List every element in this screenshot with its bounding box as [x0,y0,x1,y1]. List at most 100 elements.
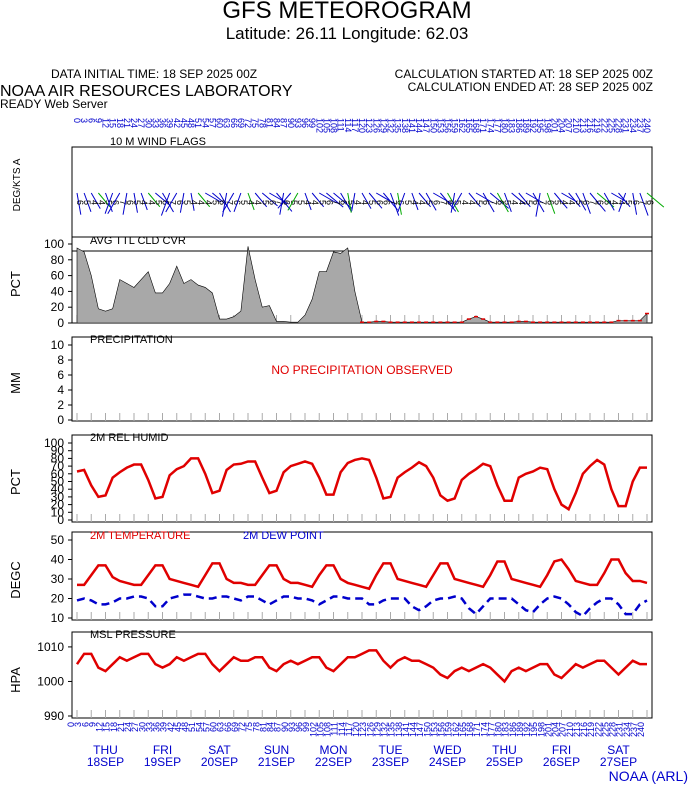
wind-speed-label: 4 [517,200,527,205]
bottom-hour-label: 132 [380,722,390,737]
top-hour-label: 159 [450,118,460,133]
bottom-hour-label: 54 [194,722,204,732]
bottom-hour-label: 3 [73,722,83,727]
bottom-hour-label: 81 [258,722,268,732]
wind-speed-label: 7 [389,200,399,205]
day-date-label: 22SEP [315,755,352,769]
wind-flag [333,192,353,209]
top-hour-label: 210 [571,118,581,133]
wind-speed-label: 4 [460,200,470,205]
top-hour-label: 198 [542,118,552,133]
top-hour-label: 21 [122,118,132,128]
precip-ytick-label: 8 [57,353,64,367]
bottom-hour-label: 168 [465,722,475,737]
day-of-week-label: SAT [208,743,231,757]
wind-flag [287,192,299,211]
rh-ytick-label: 90 [51,444,65,458]
wind-speed-label: 4 [310,200,320,205]
wind-speed-label: 6 [232,200,242,205]
bottom-hour-label: 18 [109,722,119,732]
wind-flag [589,192,606,212]
wind-speed-label: 7 [168,200,178,205]
wind-flag [390,192,400,216]
wind-flag [347,192,352,213]
wind-flag [197,192,211,208]
cloud-ytick-label: 20 [51,300,65,314]
top-hour-label: 111 [336,118,346,132]
bottom-hour-label: 60 [209,722,219,732]
bottom-hour-label: 57 [201,722,211,732]
bottom-hour-label: 75 [244,722,254,732]
rh-ytick-label: 10 [51,505,65,519]
wind-flag [482,192,495,213]
rh-ytick-label: 50 [51,475,65,489]
wind-speed-label: 4 [567,200,577,205]
wind-speed-label: 6 [111,200,121,205]
bottom-hour-label: 228 [608,722,618,737]
top-hour-label: 102 [314,118,324,133]
bottom-hour-label: 123 [358,722,368,737]
rh-ytick-label: 40 [51,482,65,496]
wind-speed-label: 7 [118,200,128,205]
wind-flag [452,192,463,209]
day-date-label: 20SEP [201,755,238,769]
wind-speed-label: 6 [595,200,605,205]
top-hour-label: 234 [628,118,638,133]
wind-speed-label: 5 [260,200,270,205]
wind-flag [368,192,383,209]
wind-speed-label: 4 [417,200,427,205]
bottom-hour-label: 126 [365,722,375,737]
top-hour-label: 183 [507,118,517,133]
bottom-hour-label: 234 [622,722,632,737]
bottom-hour-label: 210 [565,722,575,737]
bottom-hour-label: 42 [166,722,176,732]
wind-speed-label: 7 [588,200,598,205]
wind-speed-label: 5 [503,200,513,205]
wind-flag [535,192,541,217]
bottom-hour-label: 111 [330,722,340,736]
top-hour-label: 54 [200,118,210,128]
bottom-hour-label: 69 [230,722,240,732]
wind-speed-label: 4 [96,200,106,205]
top-hour-label: 105 [321,118,331,133]
day-date-label: 26SEP [543,755,580,769]
rh-ytick-label: 0 [57,513,64,527]
wind-flag [340,192,353,213]
bottom-hour-label: 201 [543,722,553,737]
bottom-hour-label: 180 [494,722,504,737]
bottom-hour-label: 162 [451,722,461,737]
dewpoint-line [76,593,648,618]
bottom-hour-label: 9 [87,722,97,727]
wind-speed-label: 5 [317,200,327,205]
calc-started: CALCULATION STARTED AT: 18 SEP 2025 00Z [394,67,653,81]
wind-flag [618,192,627,212]
wind-speed-label: 5 [132,200,142,205]
wind-flag [397,192,402,215]
wind-speed-label: 7 [225,200,235,205]
wind-speed-label: 4 [617,200,627,205]
wind-flag [190,192,195,211]
top-hour-label: 147 [421,118,431,133]
wind-flag [632,192,638,215]
top-hour-label: 0 [72,118,82,123]
bottom-hour-label: 45 [173,722,183,732]
day-of-week-label: THU [492,743,517,757]
wind-flag [165,192,178,213]
top-hour-label: 69 [236,118,246,128]
bottom-hour-label: 21 [116,722,126,732]
top-hour-label: 30 [143,118,153,128]
bottom-hour-label: 135 [387,722,397,737]
top-hour-label: 90 [286,118,296,128]
init-time: DATA INITIAL TIME: 18 SEP 2025 00Z [51,67,258,81]
bottom-hour-label: 30 [137,722,147,732]
wind-speed-label: 7 [332,200,342,205]
wind-flag [525,192,544,204]
bottom-hour-label: 0 [66,722,76,727]
wind-speed-label: 6 [631,200,641,205]
wind-flag [122,192,128,215]
wind-flag [489,192,509,209]
day-of-week-label: FRI [153,743,172,757]
top-hour-label: 3 [79,118,89,123]
wind-flag [221,192,228,217]
wind-speed-label: 6 [161,200,171,205]
